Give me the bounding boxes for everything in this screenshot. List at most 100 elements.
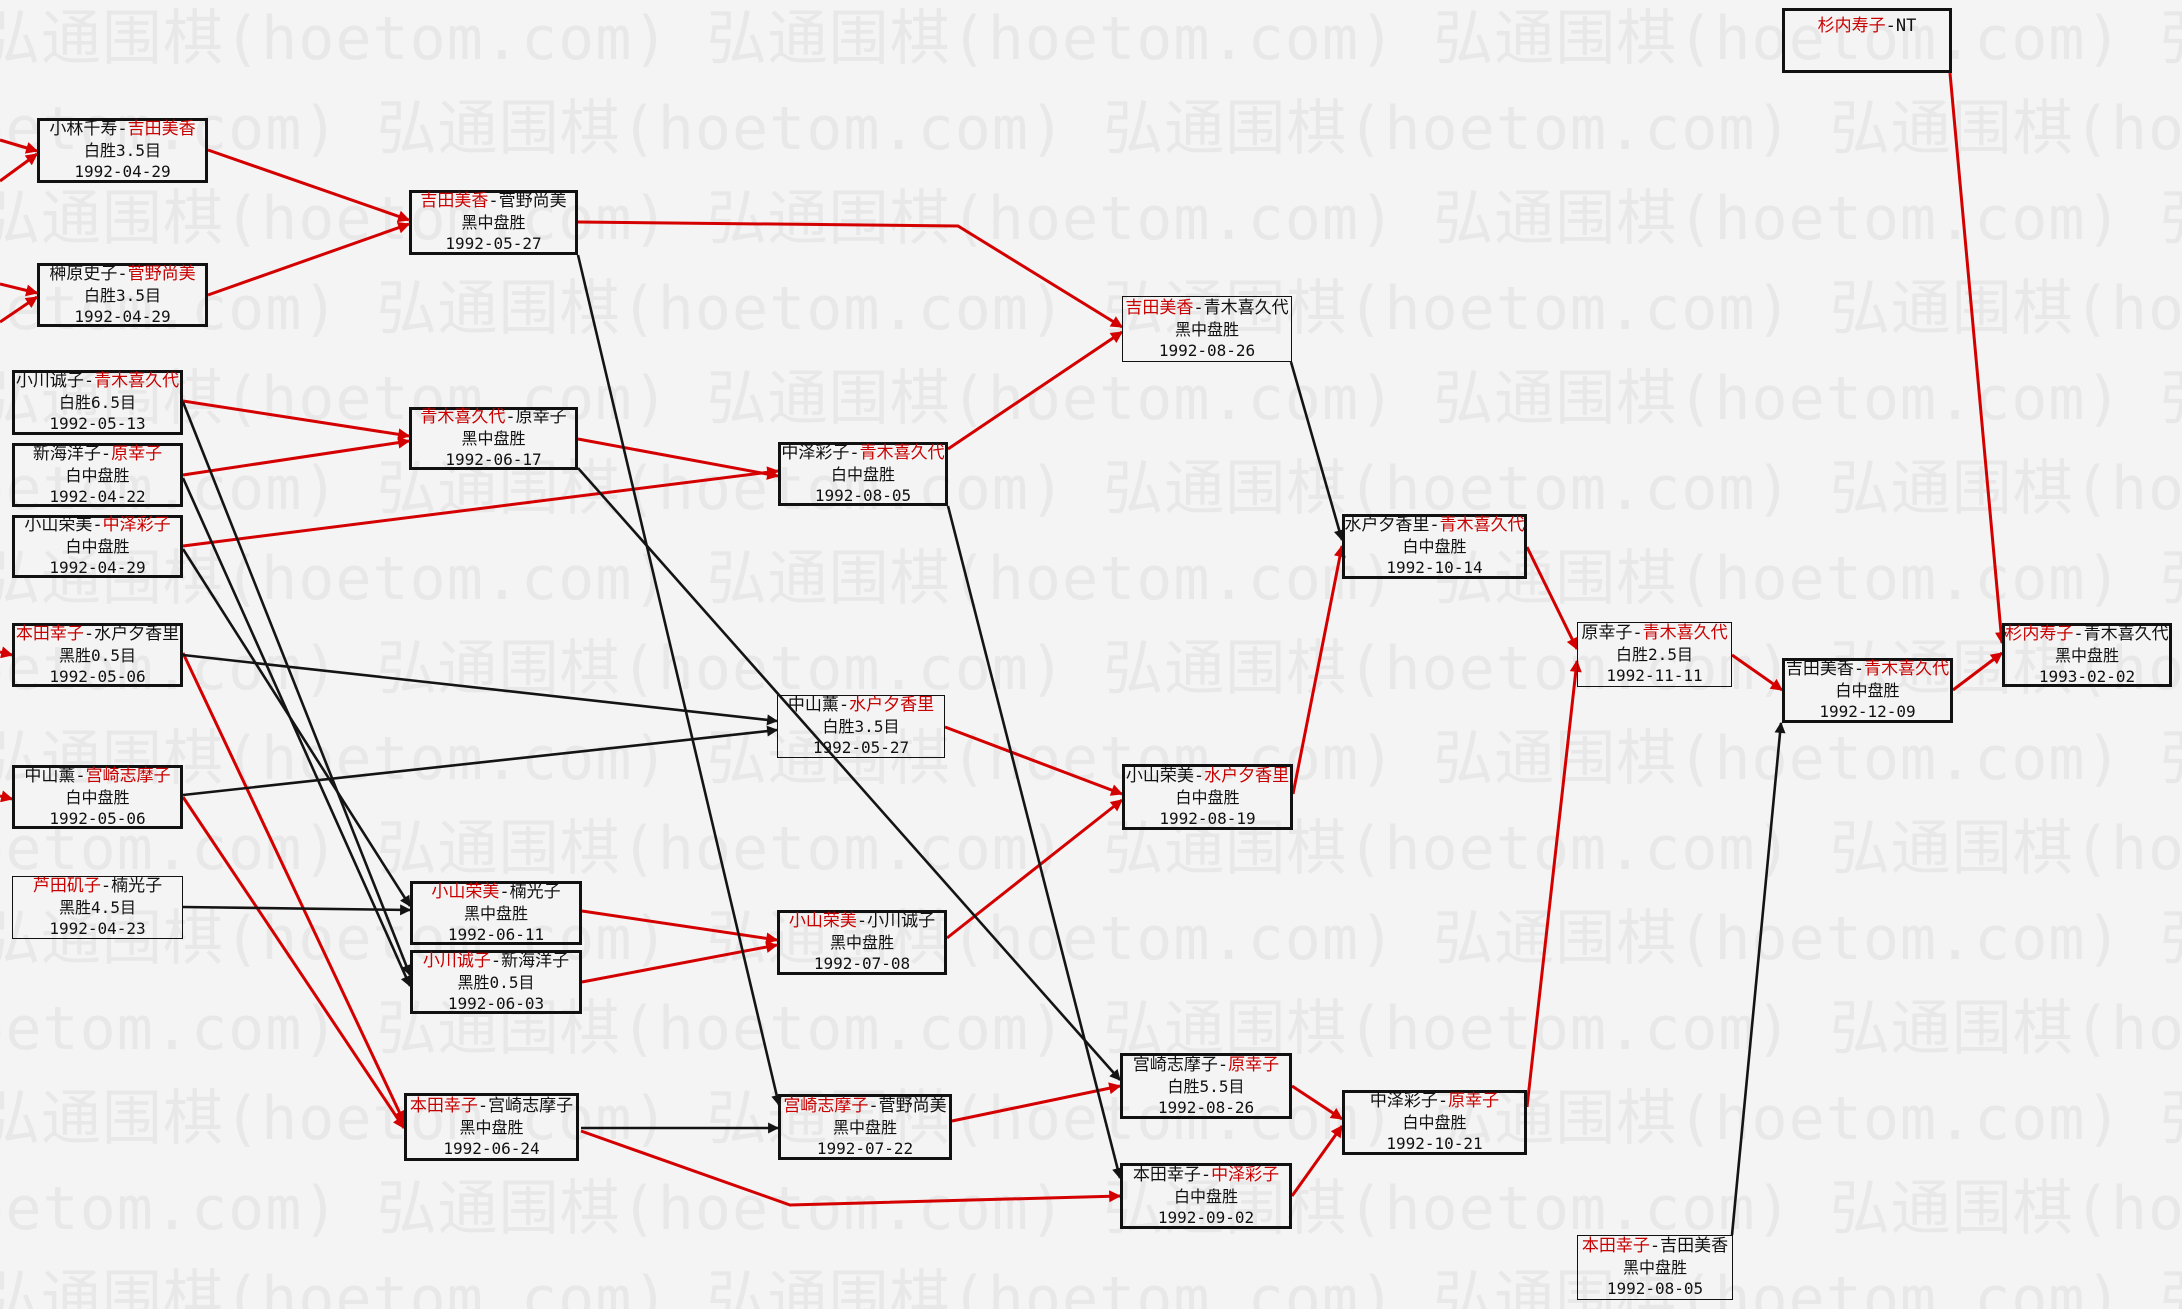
player-1-name: 本田幸子: [1132, 1164, 1201, 1185]
player-2-name: 水户夕香里: [94, 623, 180, 644]
match-box-m9: 吉田美香-菅野尚美 黑中盘胜 1992-05-27: [409, 190, 578, 255]
match-result: 黑中盘胜: [2054, 645, 2119, 665]
match-box-m25: 吉田美香-青木喜久代 白中盘胜 1992-12-09: [1782, 658, 1953, 723]
player-1-name: 中山薰: [24, 765, 76, 786]
player-1-name: 芦田矶子: [32, 876, 101, 896]
winner-path-line: [0, 646, 14, 659]
winner-path-line: [947, 330, 1123, 451]
match-box-m18: 吉田美香-青木喜久代 黑中盘胜 1992-08-26: [1122, 296, 1292, 362]
player-2-name: 中泽彩子: [1211, 1164, 1280, 1185]
dash-separator: -: [477, 1095, 489, 1116]
match-date: 1992-08-05: [1606, 1279, 1704, 1298]
loser-path-line: [181, 401, 412, 977]
match-result: 白中盘胜: [65, 537, 130, 556]
match-date: 1992-05-13: [49, 414, 146, 433]
player-2-name: 青木喜久代: [859, 442, 945, 463]
match-players: 小川诚子-新海洋子: [423, 951, 569, 972]
player-2-name: 菅野尚美: [127, 263, 196, 284]
match-date: 1992-08-05: [814, 485, 912, 505]
match-result: 白中盘胜: [1402, 537, 1467, 556]
match-date: 1992-04-22: [49, 486, 146, 506]
match-box-m24: 原幸子-青木喜久代 白胜2.5目 1992-11-11: [1577, 622, 1732, 687]
match-result: 白胜3.5目: [84, 285, 161, 305]
match-box-m10: 青木喜久代-原幸子 黑中盘胜 1992-06-17: [409, 407, 578, 470]
dash-separator: -: [1217, 1054, 1229, 1075]
match-date: 1992-04-23: [49, 919, 146, 938]
watermark-row: 弘通围棋(hoetom.com) 弘通围棋(hoetom.com) 弘通围棋(h…: [0, 184, 2182, 254]
match-box-m15: 中山薰-水户夕香里 白胜3.5目 1992-05-27: [777, 695, 945, 758]
winner-path-line: [580, 1129, 1122, 1207]
winner-path-line: [1525, 546, 1579, 651]
winner-path-line: [207, 221, 411, 297]
match-box-m13: 本田幸子-宫崎志摩子 黑中盘胜 1992-06-24: [404, 1093, 579, 1161]
dash-separator: -: [1200, 1164, 1212, 1185]
match-result: 白胜6.5目: [59, 393, 136, 412]
dash-separator: -: [83, 371, 95, 391]
player-1-name: 宫崎志摩子: [1132, 1054, 1218, 1075]
player-1-name: 原幸子: [1581, 623, 1633, 643]
player-1-name: 宫崎志摩子: [783, 1095, 869, 1116]
match-date: 1992-08-19: [1159, 808, 1256, 828]
watermark-row: 弘通围棋(hoetom.com) 弘通围棋(hoetom.com) 弘通围棋(h…: [0, 364, 2182, 434]
player-2-name: 吉田美香: [1660, 1236, 1729, 1256]
player-1-name: 青木喜久代: [420, 407, 506, 427]
winner-path-line: [182, 436, 411, 477]
match-box-m26: 本田幸子-吉田美香 黑中盘胜 1992-08-05: [1577, 1235, 1733, 1300]
dash-separator: -: [838, 695, 850, 715]
loser-path-line: [182, 904, 412, 916]
match-date: 1993-02-02: [2038, 666, 2136, 686]
winner-path-line: [0, 282, 39, 297]
winner-path-line: [1525, 659, 1582, 1108]
match-box-m19: 小山荣美-水户夕香里 白中盘胜 1992-08-19: [1122, 764, 1293, 830]
winner-path-line: [0, 295, 38, 324]
loser-path-line: [1730, 721, 1786, 1236]
player-2-name: 楠光子: [509, 881, 561, 902]
match-box-m23: 中泽彩子-原幸子 白中盘胜 1992-10-21: [1342, 1090, 1527, 1155]
dash-separator: -: [75, 765, 86, 786]
match-box-m21: 本田幸子-中泽彩子 白中盘胜 1992-09-02: [1120, 1163, 1292, 1229]
match-result: 黑中盘胜: [461, 213, 526, 232]
player-2-name: 小川诚子: [867, 911, 936, 931]
match-players: 榊原史子-菅野尚美: [49, 264, 195, 285]
match-date: 1992-06-24: [443, 1138, 540, 1158]
player-2-name: 青木喜久代: [1642, 623, 1728, 643]
match-players: 水户夕香里-青木喜久代: [1344, 515, 1524, 536]
match-players: 中山薰-宫崎志摩子: [24, 766, 170, 787]
match-result: 白胜3.5目: [822, 717, 900, 736]
match-result: 白中盘胜: [65, 787, 130, 807]
match-result: 黑胜0.5目: [457, 972, 535, 992]
match-players: 小山荣美-小川诚子: [789, 911, 935, 932]
dash-separator: -: [92, 515, 103, 535]
match-box-m8: 芦田矶子-楠光子 黑胜4.5目 1992-04-23: [12, 876, 183, 939]
winner-path-line: [182, 466, 780, 548]
match-players: 吉田美香-青木喜久代: [1786, 659, 1949, 680]
watermark-row: 弘通围棋(hoetom.com) 弘通围棋(hoetom.com) 弘通围棋(h…: [0, 1084, 2182, 1154]
winner-path-line: [1948, 72, 2007, 645]
match-players: 小山荣美-中泽彩子: [24, 515, 170, 536]
match-players: 小山荣美-楠光子: [431, 882, 560, 903]
player-1-name: 中泽彩子: [1369, 1091, 1438, 1111]
match-box-m28: 杉内寿子-青木喜久代 黑中盘胜 1993-02-02: [2002, 623, 2172, 687]
player-2-name: 菅野尚美: [498, 191, 567, 211]
player-2-name: 青木喜久代: [1864, 659, 1950, 679]
winner-path-line: [0, 790, 14, 803]
match-players: 小林千寿-吉田美香: [49, 119, 195, 140]
player-2-name: NT: [1895, 16, 1917, 36]
loser-path-line: [181, 548, 412, 907]
match-box-m6: 本田幸子-水户夕香里 黑胜0.5目 1992-05-06: [12, 623, 183, 687]
match-result: 白中盘胜: [1175, 787, 1240, 807]
match-result: 白胜2.5目: [1616, 645, 1693, 664]
player-1-name: 杉内寿子: [1817, 16, 1886, 36]
player-1-name: 中泽彩子: [781, 442, 850, 463]
watermark-row: 弘通围棋(hoetom.com) 弘通围棋(hoetom.com) 弘通围棋(h…: [0, 4, 2182, 74]
loser-path-line: [1289, 361, 1345, 542]
watermark-row: 弘通围棋(hoetom.com) 弘通围棋(hoetom.com) 弘通围棋(h…: [0, 94, 2182, 164]
match-players: 青木喜久代-原幸子: [420, 407, 566, 428]
match-date: 1992-04-29: [74, 162, 171, 181]
match-date: 1992-05-06: [49, 808, 146, 828]
player-1-name: 吉田美香: [1125, 297, 1194, 318]
dash-separator: -: [505, 407, 516, 427]
player-1-name: 杉内寿子: [2005, 623, 2074, 644]
player-1-name: 小山荣美: [431, 881, 500, 902]
